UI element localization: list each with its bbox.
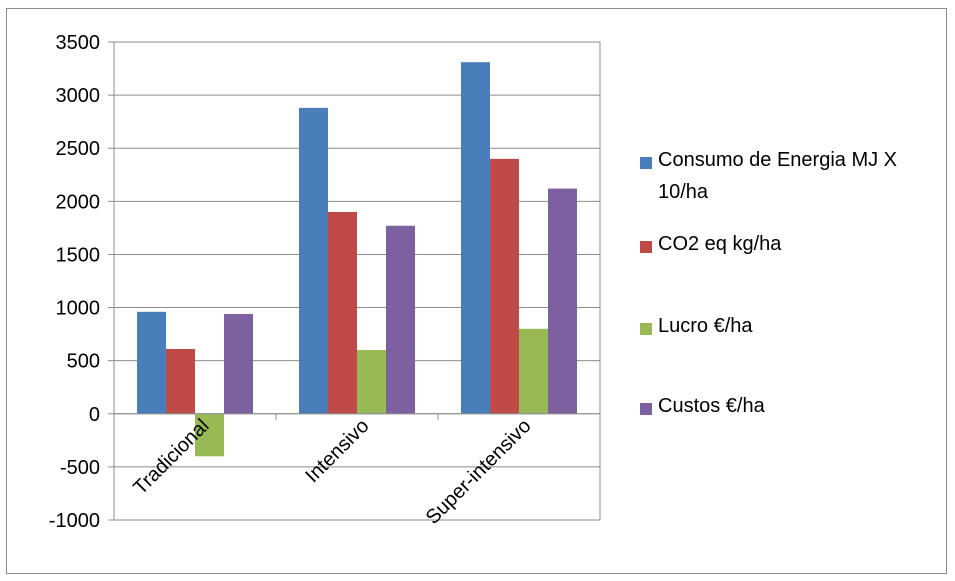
legend-item-lucro: Lucro €/ha xyxy=(640,315,948,342)
y-tick-label: 1000 xyxy=(56,298,101,320)
x-category-label: Intensivo xyxy=(301,415,373,487)
legend-label-co2: CO2 eq kg/ha xyxy=(658,233,782,255)
legend-item-energy: Consumo de Energia MJ X 10/ha xyxy=(640,149,948,208)
bar-super-intensivo-series-1 xyxy=(490,158,519,414)
bar-tradicional-series-0 xyxy=(137,311,166,414)
legend-item-custos: Custos €/ha xyxy=(640,395,948,422)
bar-intensivo-series-1 xyxy=(328,211,357,414)
legend-label-custos: Custos €/ha xyxy=(658,395,765,417)
y-tick-label: -1000 xyxy=(49,510,100,532)
legend-swatch-energy xyxy=(640,157,652,169)
y-tick-label: 3500 xyxy=(56,32,101,54)
bar-super-intensivo-series-3 xyxy=(548,188,577,414)
bar-tradicional-series-1 xyxy=(166,348,195,414)
legend-label-energy: Consumo de Energia MJ X 10/ha xyxy=(658,149,898,203)
bar-super-intensivo-series-2 xyxy=(519,328,548,414)
bar-tradicional-series-2 xyxy=(195,413,224,457)
bar-intensivo-series-2 xyxy=(357,350,386,414)
bar-intensivo-series-0 xyxy=(299,107,328,414)
bar-intensivo-series-3 xyxy=(386,225,415,414)
legend-item-co2: CO2 eq kg/ha xyxy=(640,233,948,260)
y-tick-label: 500 xyxy=(67,351,100,373)
bar-super-intensivo-series-0 xyxy=(461,62,490,414)
y-tick-label: 1500 xyxy=(56,244,101,266)
y-tick-label: 3000 xyxy=(56,85,101,107)
legend-swatch-custos xyxy=(640,403,652,415)
x-category-label: Super-intensivo xyxy=(422,415,536,529)
legend-swatch-co2 xyxy=(640,241,652,253)
y-tick-label: 2500 xyxy=(56,138,101,160)
y-tick-label: 2000 xyxy=(56,191,101,213)
legend-swatch-lucro xyxy=(640,323,652,335)
bar-tradicional-series-3 xyxy=(224,313,253,414)
y-tick-label: -500 xyxy=(60,457,100,479)
x-category-label: Tradicional xyxy=(129,415,213,499)
y-tick-label: 0 xyxy=(89,404,100,426)
legend-label-lucro: Lucro €/ha xyxy=(658,315,753,337)
